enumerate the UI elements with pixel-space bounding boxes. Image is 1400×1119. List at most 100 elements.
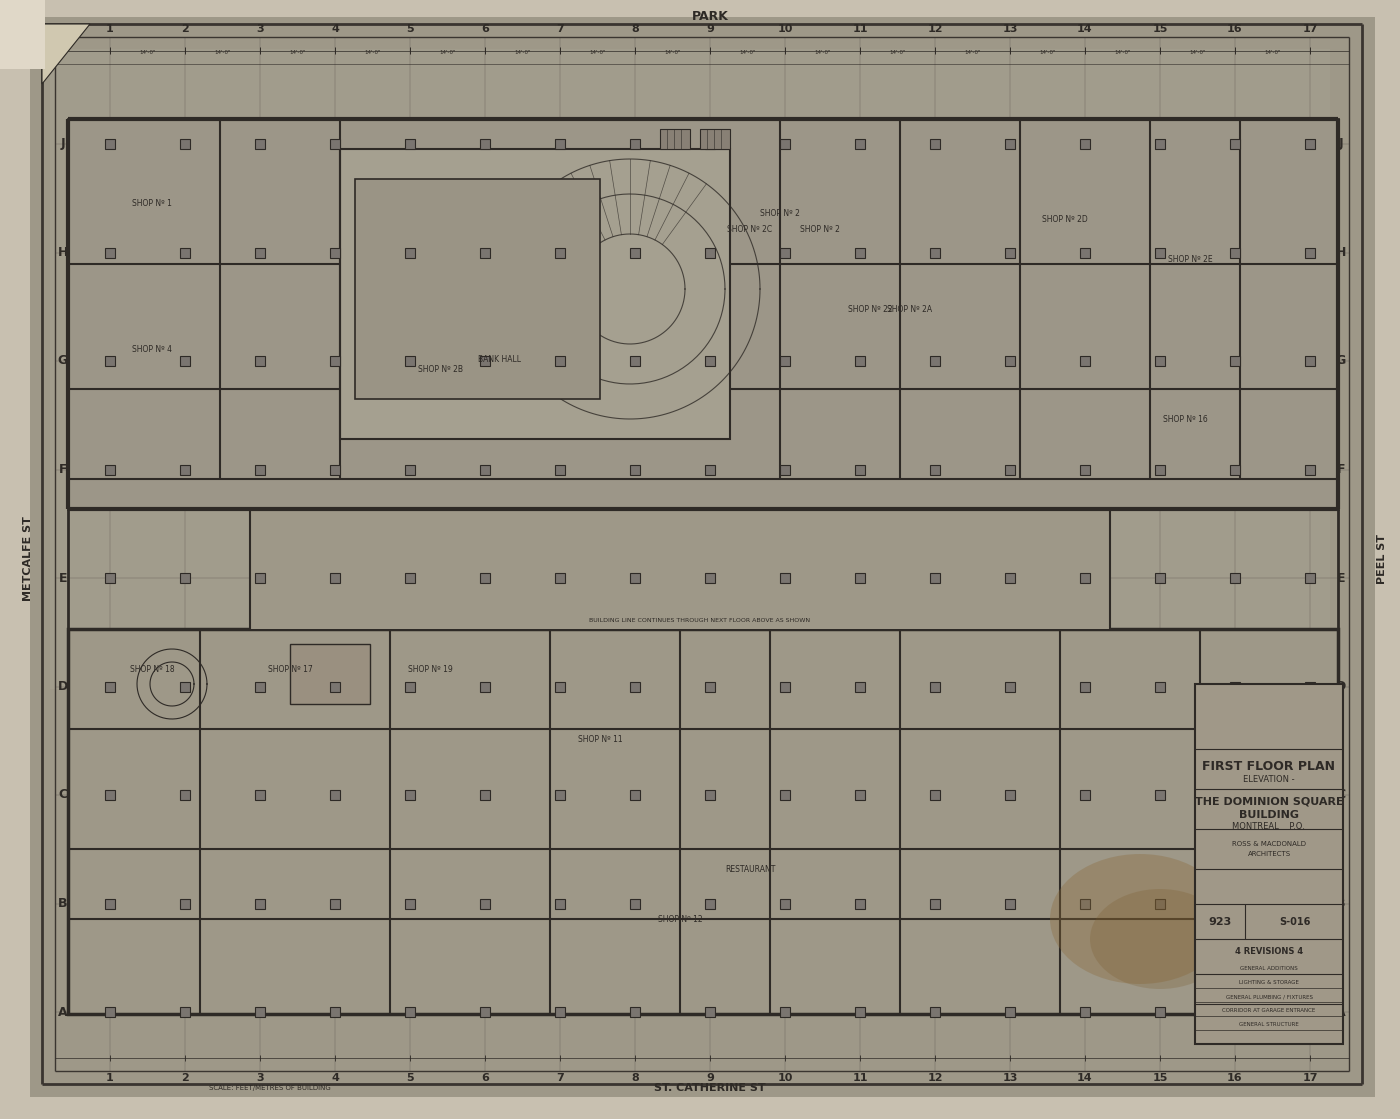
Bar [1231, 899, 1240, 909]
Text: SHOP Nº 12: SHOP Nº 12 [658, 914, 703, 923]
Text: E: E [1337, 572, 1345, 584]
Bar [554, 1007, 566, 1017]
Text: SHOP Nº 17: SHOP Nº 17 [267, 665, 312, 674]
Text: SHOP Nº 22: SHOP Nº 22 [847, 304, 892, 313]
Text: BUILDING: BUILDING [1239, 810, 1299, 820]
Bar [659, 129, 690, 149]
Bar [105, 464, 115, 474]
Text: F: F [1337, 463, 1345, 476]
Bar [706, 573, 715, 583]
Text: SHOP Nº 2: SHOP Nº 2 [799, 225, 840, 234]
Text: H: H [57, 246, 69, 258]
Bar [554, 899, 566, 909]
Text: 14'-0": 14'-0" [965, 49, 981, 55]
Bar [105, 681, 115, 692]
Text: PARK: PARK [692, 9, 728, 22]
Text: ST. CATHERINE ST: ST. CATHERINE ST [654, 1083, 766, 1093]
Bar [181, 573, 190, 583]
Text: BUILDING LINE CONTINUES THROUGH NEXT FLOOR ABOVE AS SHOWN: BUILDING LINE CONTINUES THROUGH NEXT FLO… [589, 619, 811, 623]
Bar [105, 573, 115, 583]
Text: 14: 14 [1077, 1073, 1093, 1083]
Bar [480, 356, 490, 366]
Text: SHOP Nº 19: SHOP Nº 19 [407, 665, 452, 674]
Bar [480, 139, 490, 149]
Text: A: A [1336, 1006, 1345, 1018]
Bar [554, 356, 566, 366]
Text: 14'-0": 14'-0" [139, 49, 155, 55]
Bar [1079, 681, 1091, 692]
Text: SHOP Nº 2A: SHOP Nº 2A [888, 304, 932, 313]
Text: 9: 9 [706, 23, 714, 34]
Text: 11: 11 [853, 23, 868, 34]
Bar [630, 356, 640, 366]
Text: 14'-0": 14'-0" [1189, 49, 1205, 55]
Bar [1231, 681, 1240, 692]
Bar [330, 790, 340, 800]
Bar [480, 681, 490, 692]
Bar [1155, 790, 1165, 800]
Bar [1231, 790, 1240, 800]
Text: 7: 7 [556, 23, 564, 34]
Text: LIGHTING & STORAGE: LIGHTING & STORAGE [1239, 980, 1299, 986]
Bar [1155, 139, 1165, 149]
Text: 6: 6 [482, 23, 489, 34]
Text: 16: 16 [1228, 1073, 1243, 1083]
Text: B: B [1336, 897, 1345, 910]
Bar [855, 1007, 865, 1017]
Text: 14'-0": 14'-0" [214, 49, 231, 55]
Bar [1196, 684, 1343, 1044]
Bar [181, 681, 190, 692]
Bar [405, 464, 414, 474]
Text: 15: 15 [1152, 23, 1168, 34]
Text: C: C [1337, 789, 1345, 801]
Bar [930, 464, 939, 474]
Bar [255, 573, 265, 583]
Text: 5: 5 [406, 23, 414, 34]
Text: 9: 9 [706, 1073, 714, 1083]
Bar [630, 681, 640, 692]
Bar [255, 681, 265, 692]
Text: RESTAURANT: RESTAURANT [725, 865, 776, 874]
Text: 12: 12 [927, 23, 942, 34]
Text: 15: 15 [1152, 1073, 1168, 1083]
Text: F: F [59, 463, 67, 476]
Text: ROSS & MACDONALD: ROSS & MACDONALD [1232, 841, 1306, 847]
Text: 14'-0": 14'-0" [1264, 49, 1281, 55]
Bar [255, 247, 265, 257]
Bar [780, 139, 790, 149]
Text: PEEL ST: PEEL ST [1378, 534, 1387, 584]
Text: THE DOMINION SQUARE: THE DOMINION SQUARE [1194, 797, 1344, 807]
Bar [630, 1007, 640, 1017]
Bar [780, 464, 790, 474]
Bar [1005, 464, 1015, 474]
Bar [330, 681, 340, 692]
Text: 16: 16 [1228, 23, 1243, 34]
Text: 6: 6 [482, 1073, 489, 1083]
Bar [706, 139, 715, 149]
Bar [1231, 573, 1240, 583]
Bar [1305, 1007, 1315, 1017]
Bar [480, 899, 490, 909]
Text: 14'-0": 14'-0" [1039, 49, 1056, 55]
Bar [181, 790, 190, 800]
Text: GENERAL ADDITIONS: GENERAL ADDITIONS [1240, 967, 1298, 971]
Bar [251, 509, 1110, 629]
Bar [330, 1007, 340, 1017]
Bar [1231, 464, 1240, 474]
Bar [480, 464, 490, 474]
Text: 14'-0": 14'-0" [739, 49, 756, 55]
Text: 10: 10 [777, 23, 792, 34]
Text: MONTREAL    P.Q.: MONTREAL P.Q. [1232, 821, 1305, 830]
Bar [630, 464, 640, 474]
Bar [1079, 899, 1091, 909]
Bar [630, 899, 640, 909]
Bar [330, 247, 340, 257]
Text: 14'-0": 14'-0" [589, 49, 606, 55]
Bar [255, 139, 265, 149]
Bar [1305, 247, 1315, 257]
Bar [630, 790, 640, 800]
Text: 8: 8 [631, 23, 638, 34]
Bar [69, 119, 1338, 509]
Bar [630, 139, 640, 149]
Bar [480, 573, 490, 583]
